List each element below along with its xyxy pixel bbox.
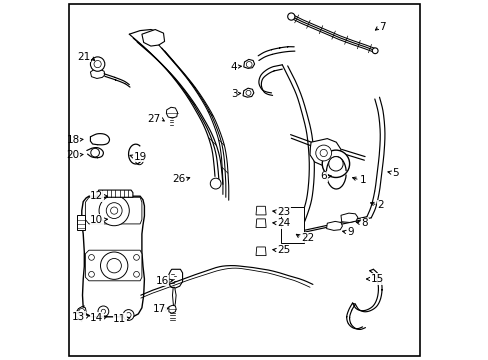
Circle shape [79,309,84,314]
Text: 18: 18 [66,135,80,145]
Polygon shape [244,59,254,68]
Polygon shape [340,213,357,222]
Circle shape [88,271,94,277]
Circle shape [106,203,122,219]
Polygon shape [97,190,133,197]
Polygon shape [166,107,177,118]
Circle shape [98,306,108,317]
Circle shape [110,207,118,214]
Text: 14: 14 [90,312,103,323]
Polygon shape [168,269,182,288]
Polygon shape [77,307,86,315]
Circle shape [123,310,134,320]
Circle shape [246,62,251,67]
Polygon shape [85,197,142,224]
Text: 26: 26 [171,174,185,184]
Circle shape [99,195,129,226]
Polygon shape [326,221,342,230]
Text: 16: 16 [155,276,168,286]
Text: 9: 9 [346,227,353,237]
Text: 23: 23 [277,207,290,217]
Circle shape [91,148,99,157]
Polygon shape [142,30,164,46]
Circle shape [322,150,349,177]
Bar [280,207,303,243]
Text: 4: 4 [230,62,237,72]
Polygon shape [256,247,265,256]
Text: 5: 5 [391,168,398,178]
Text: 12: 12 [90,191,103,201]
Circle shape [133,255,139,260]
Polygon shape [309,139,340,166]
Polygon shape [90,69,104,78]
Text: 15: 15 [370,274,383,284]
Text: 3: 3 [230,89,237,99]
Circle shape [245,90,250,95]
Polygon shape [168,305,176,313]
Text: 20: 20 [66,150,80,160]
Text: 1: 1 [359,175,366,185]
Polygon shape [256,206,265,215]
Text: 6: 6 [320,171,326,181]
Circle shape [101,252,127,279]
Circle shape [90,57,104,71]
Polygon shape [172,287,176,309]
Circle shape [88,255,94,260]
Text: 8: 8 [361,218,367,228]
Text: 10: 10 [90,215,103,225]
Text: 24: 24 [277,218,290,228]
Circle shape [371,48,377,54]
Text: 11: 11 [113,314,126,324]
Circle shape [133,271,139,277]
Text: 25: 25 [277,245,290,255]
Polygon shape [81,196,144,317]
Circle shape [315,145,331,161]
Circle shape [287,13,294,20]
Polygon shape [77,215,85,230]
Text: 13: 13 [72,312,85,322]
Text: 19: 19 [133,152,146,162]
Text: 27: 27 [147,114,161,124]
Circle shape [328,157,343,171]
Circle shape [210,178,221,189]
Text: 17: 17 [152,304,166,314]
Circle shape [320,149,326,157]
Text: 21: 21 [77,52,90,62]
Text: 2: 2 [377,200,384,210]
Circle shape [101,309,105,314]
Text: 7: 7 [379,22,386,32]
Circle shape [107,258,121,273]
Text: 22: 22 [301,233,314,243]
Circle shape [94,60,101,68]
Polygon shape [243,88,253,97]
Polygon shape [256,219,265,228]
Polygon shape [85,250,142,281]
Circle shape [126,312,131,318]
